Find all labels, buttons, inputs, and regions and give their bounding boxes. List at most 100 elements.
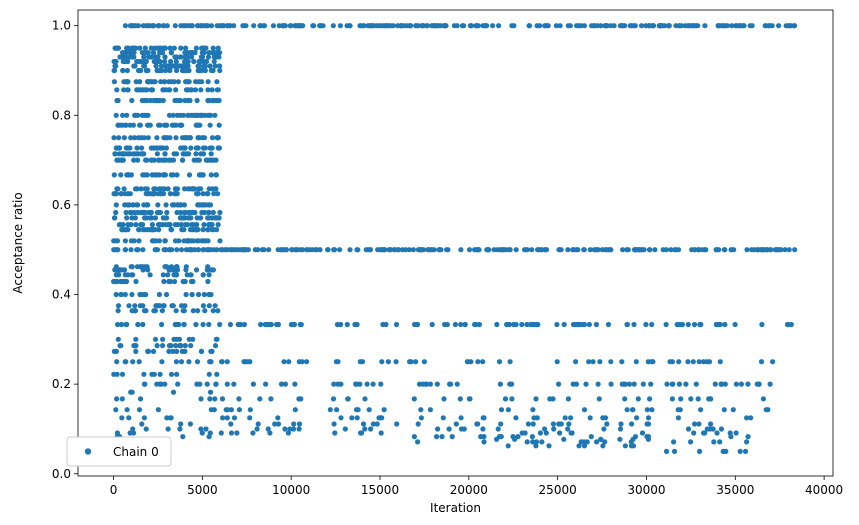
data-point xyxy=(152,215,158,221)
data-point xyxy=(215,135,221,141)
data-point xyxy=(176,321,182,328)
data-point xyxy=(733,381,740,387)
data-point xyxy=(171,272,177,278)
data-point xyxy=(382,247,388,253)
data-point xyxy=(255,421,261,427)
data-point xyxy=(112,238,118,244)
data-point xyxy=(219,359,225,365)
data-point xyxy=(124,112,130,118)
data-point xyxy=(142,97,148,104)
data-point xyxy=(440,415,446,421)
data-point xyxy=(247,415,253,421)
data-point xyxy=(130,359,136,365)
data-point xyxy=(611,23,617,29)
data-point xyxy=(117,267,123,273)
data-point xyxy=(116,135,122,141)
data-point xyxy=(234,430,240,436)
data-point xyxy=(167,45,173,51)
data-point xyxy=(137,79,143,85)
data-point xyxy=(381,407,387,413)
data-point xyxy=(121,135,127,141)
data-point xyxy=(173,122,179,128)
data-point xyxy=(152,79,158,85)
data-point xyxy=(128,264,134,270)
data-point xyxy=(171,45,177,51)
data-point xyxy=(143,157,149,163)
data-point xyxy=(160,172,166,178)
data-point xyxy=(155,58,161,65)
data-point xyxy=(136,359,142,365)
data-point xyxy=(241,247,247,253)
data-point xyxy=(754,381,760,387)
data-point xyxy=(198,348,205,354)
data-point xyxy=(288,23,294,29)
data-point xyxy=(128,172,134,178)
data-point xyxy=(111,67,117,74)
data-point xyxy=(421,359,427,365)
data-point xyxy=(454,381,460,387)
data-point xyxy=(457,396,463,402)
data-point xyxy=(183,67,189,74)
data-point xyxy=(620,247,626,253)
data-point xyxy=(225,407,231,413)
x-axis-label: Iteration xyxy=(430,501,481,515)
data-point xyxy=(165,186,171,192)
data-point xyxy=(168,371,175,377)
data-point xyxy=(581,247,587,253)
data-point xyxy=(166,343,172,349)
data-point xyxy=(558,421,564,427)
data-point xyxy=(621,381,627,387)
data-point xyxy=(171,202,177,208)
data-point xyxy=(227,321,233,328)
data-point xyxy=(113,291,119,298)
data-point xyxy=(118,291,124,298)
data-point xyxy=(160,336,166,342)
data-point xyxy=(187,135,193,141)
data-point xyxy=(622,396,628,402)
data-point xyxy=(164,209,170,216)
data-point xyxy=(638,23,645,29)
data-point xyxy=(475,247,481,253)
data-point xyxy=(133,222,139,228)
data-point xyxy=(206,434,212,440)
data-point xyxy=(147,272,153,278)
data-point xyxy=(498,421,504,427)
data-point xyxy=(149,222,155,228)
data-point xyxy=(731,247,737,253)
data-point xyxy=(415,421,421,427)
data-point xyxy=(533,443,539,449)
data-point xyxy=(142,381,148,387)
data-point xyxy=(178,343,184,349)
data-point xyxy=(127,23,133,29)
data-point xyxy=(192,247,198,253)
data-point xyxy=(166,348,172,354)
data-point xyxy=(163,291,170,298)
data-point xyxy=(509,396,515,402)
data-point xyxy=(209,348,215,354)
data-point xyxy=(497,381,503,387)
data-point xyxy=(275,421,282,427)
data-point xyxy=(668,247,674,253)
data-point xyxy=(207,389,214,395)
data-point xyxy=(599,247,606,253)
data-point xyxy=(141,202,147,208)
data-point xyxy=(644,421,650,427)
data-point xyxy=(490,23,496,29)
data-point xyxy=(196,247,202,253)
data-point xyxy=(208,151,214,157)
data-point xyxy=(732,321,738,328)
data-point xyxy=(424,23,430,29)
data-point xyxy=(207,396,213,402)
data-point xyxy=(157,222,163,228)
data-point xyxy=(368,426,374,432)
data-point xyxy=(261,23,267,29)
data-point xyxy=(135,151,141,157)
data-point xyxy=(119,396,125,402)
data-point xyxy=(205,87,211,93)
data-point xyxy=(207,202,213,208)
data-point xyxy=(304,247,310,253)
data-point xyxy=(766,23,772,29)
data-point xyxy=(480,415,486,421)
data-point xyxy=(690,359,696,365)
data-point xyxy=(598,23,604,29)
